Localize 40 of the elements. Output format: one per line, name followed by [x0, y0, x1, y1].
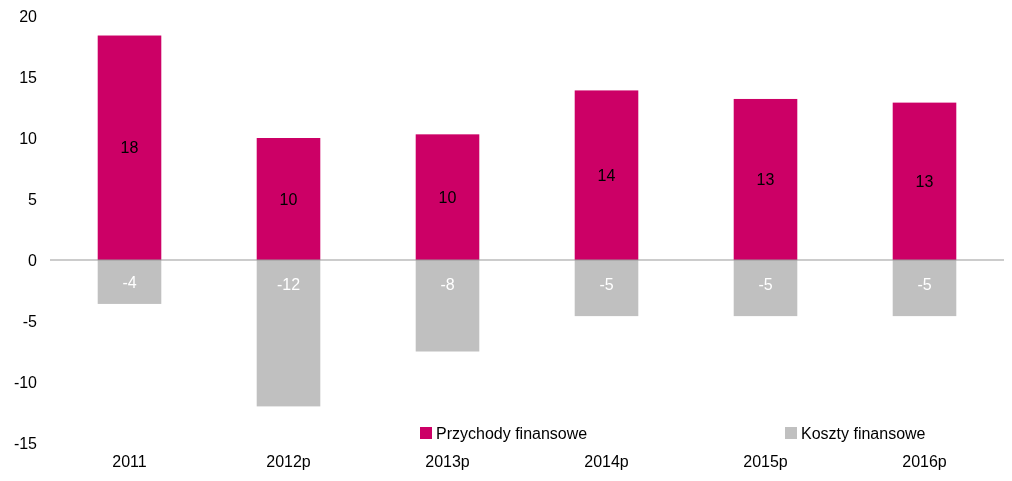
- data-label: -12: [276, 275, 301, 293]
- data-label: 14: [597, 166, 616, 184]
- y-tick-label: 0: [28, 251, 38, 269]
- legend-label: Przychody finansowe: [436, 424, 588, 442]
- y-tick-label: -10: [13, 373, 38, 391]
- x-tick-label: 2012p: [266, 453, 311, 471]
- x-tick-label: 2013p: [425, 453, 470, 471]
- x-tick-label: 2011: [112, 453, 147, 471]
- bar: [97, 260, 162, 304]
- data-label: -5: [599, 275, 614, 293]
- bar: [892, 260, 957, 317]
- y-tick-label: -5: [22, 312, 38, 330]
- y-tick-label: 15: [19, 68, 38, 86]
- bar: [733, 98, 798, 260]
- data-label: -4: [122, 273, 137, 291]
- data-label: 13: [915, 172, 934, 190]
- data-label: 10: [279, 190, 298, 208]
- data-label: -5: [917, 275, 932, 293]
- bar: [256, 260, 321, 407]
- y-tick-label: 20: [19, 7, 38, 25]
- data-label: 13: [756, 171, 775, 189]
- bar: [892, 102, 957, 260]
- legend-label: Koszty finansowe: [801, 424, 926, 442]
- bar: [733, 260, 798, 317]
- y-tick-label: 10: [19, 129, 38, 147]
- bar: [415, 260, 480, 352]
- bar: [574, 90, 639, 260]
- bar: [574, 260, 639, 317]
- x-tick-label: 2015p: [743, 453, 788, 471]
- bar: [415, 134, 480, 260]
- data-label: -8: [440, 275, 455, 293]
- bar: [256, 138, 321, 260]
- x-tick-label: 2014p: [584, 453, 629, 471]
- data-label: -5: [758, 275, 773, 293]
- y-tick-label: 5: [28, 190, 38, 208]
- data-label: 18: [120, 139, 139, 157]
- bar: [97, 35, 162, 260]
- data-label: 10: [438, 188, 457, 206]
- y-tick-label: -15: [13, 434, 38, 452]
- x-tick-label: 2016p: [902, 453, 947, 471]
